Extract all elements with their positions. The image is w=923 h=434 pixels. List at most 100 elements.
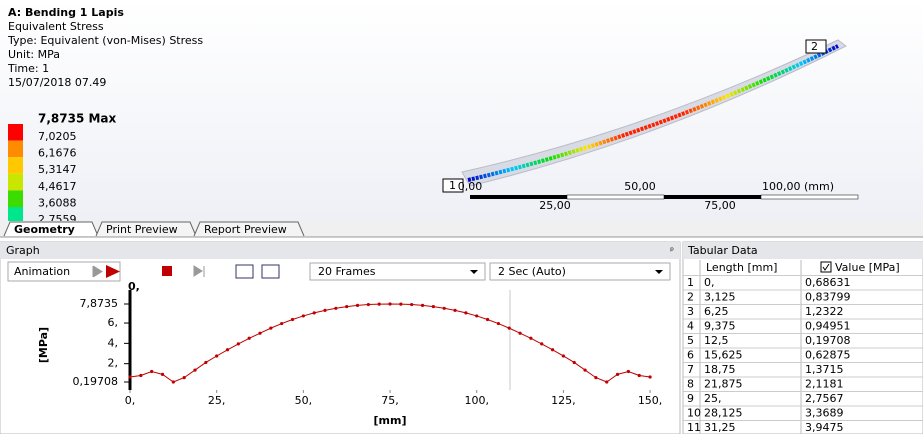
x-tick-label: 150,: [638, 394, 663, 407]
y-tick-label: 0,19708: [73, 375, 119, 388]
table-cell: 25,: [704, 392, 722, 405]
table-cell: 12,5: [704, 334, 729, 347]
table-cell: 18,75: [704, 363, 736, 376]
data-point: [128, 375, 131, 378]
legend-max: 7,8735 Max: [38, 112, 117, 126]
data-point: [453, 309, 456, 312]
legend-label: 4,4617: [38, 180, 77, 193]
data-point: [421, 304, 424, 307]
data-point: [388, 302, 391, 305]
table-cell: 3,3689: [805, 407, 844, 420]
table-cell: 0,62875: [805, 349, 851, 362]
y-tick-label: 4,: [108, 336, 119, 349]
result-title: A: Bending 1 Lapis: [8, 6, 124, 19]
data-point: [248, 337, 251, 340]
data-point: [562, 354, 565, 357]
data-point: [573, 361, 576, 364]
table-cell: 0,83799: [805, 291, 851, 304]
y-tick-label: 7,8735: [80, 297, 119, 310]
table-cell: 6: [687, 349, 694, 362]
cursor-label: 0,: [128, 280, 140, 293]
column-header: Value [MPa]: [835, 261, 900, 274]
data-point: [378, 303, 381, 306]
table-cell: 11: [687, 421, 701, 434]
table-cell: 8: [687, 378, 694, 391]
table-cell: 2: [687, 291, 694, 304]
legend-label: 7,0205: [38, 130, 77, 143]
table-cell: 15,625: [704, 349, 743, 362]
data-point: [508, 327, 511, 330]
btn-stop[interactable]: [162, 266, 172, 276]
data-point: [226, 348, 229, 351]
data-point: [594, 376, 597, 379]
data-point: [410, 303, 413, 306]
tab-label: Geometry: [14, 223, 75, 236]
table-cell: 0,68631: [805, 276, 851, 289]
y-tick-label: 2,: [108, 357, 119, 370]
table-cell: 1: [687, 276, 694, 289]
data-point: [518, 332, 521, 335]
data-point: [291, 318, 294, 321]
graph-header: [0, 242, 680, 259]
data-point: [399, 303, 402, 306]
data-point: [172, 380, 175, 383]
table-cell: 10: [687, 407, 701, 420]
info-line: 15/07/2018 07.49: [8, 76, 106, 89]
table-cell: 0,: [704, 276, 715, 289]
data-point: [464, 311, 467, 314]
legend-swatch: [8, 174, 23, 191]
table-cell: 3,125: [704, 291, 736, 304]
x-tick-label: 0,: [125, 394, 136, 407]
legend-label: 3,6088: [38, 196, 77, 209]
data-point: [475, 314, 478, 317]
info-line: Type: Equivalent (von-Mises) Stress: [7, 34, 203, 47]
data-point: [280, 322, 283, 325]
x-tick-label: 100,: [464, 394, 489, 407]
info-line: Unit: MPa: [8, 48, 60, 61]
table-cell: 3,9475: [805, 421, 844, 434]
x-tick-label: 75,: [381, 394, 399, 407]
data-point: [627, 370, 630, 373]
data-point: [605, 380, 608, 383]
table-cell: 31,25: [704, 421, 736, 434]
legend-swatch: [8, 124, 23, 141]
info-line: Equivalent Stress: [8, 20, 104, 33]
x-axis-label: [mm]: [374, 414, 407, 427]
data-point: [583, 368, 586, 371]
data-point: [258, 332, 261, 335]
data-point: [139, 374, 142, 377]
table-cell: 21,875: [704, 378, 743, 391]
time-value: 2 Sec (Auto): [498, 265, 566, 278]
table-cell: 5: [687, 334, 694, 347]
data-point: [323, 309, 326, 312]
data-point: [302, 314, 305, 317]
marker-label: 2: [811, 40, 818, 53]
scale-seg: [761, 195, 858, 199]
legend-swatch: [8, 157, 23, 174]
data-point: [237, 342, 240, 345]
x-tick-label: 125,: [551, 394, 576, 407]
scale-label: 75,00: [704, 199, 736, 212]
table-cell: 9: [687, 392, 694, 405]
pin-icon[interactable]: ᵖ: [670, 247, 674, 257]
ansys-window: A: Bending 1 LapisEquivalent StressType:…: [0, 0, 923, 434]
data-point: [334, 307, 337, 310]
data-point: [432, 305, 435, 308]
marker-label: 1: [449, 179, 456, 192]
data-point: [150, 370, 153, 373]
scale-label: 25,00: [539, 199, 571, 212]
scale-label: 100,00 (mm): [762, 180, 834, 193]
legend-swatch: [8, 190, 23, 207]
x-tick-label: 50,: [295, 394, 313, 407]
data-point: [204, 361, 207, 364]
data-point: [161, 373, 164, 376]
checkbox[interactable]: [821, 262, 831, 272]
data-point: [345, 305, 348, 308]
tab-label: Report Preview: [204, 223, 287, 236]
scale-label: 0,00: [458, 180, 483, 193]
data-point: [269, 327, 272, 330]
data-point: [540, 342, 543, 345]
data-point: [638, 374, 641, 377]
data-point: [215, 354, 218, 357]
data-point: [313, 311, 316, 314]
